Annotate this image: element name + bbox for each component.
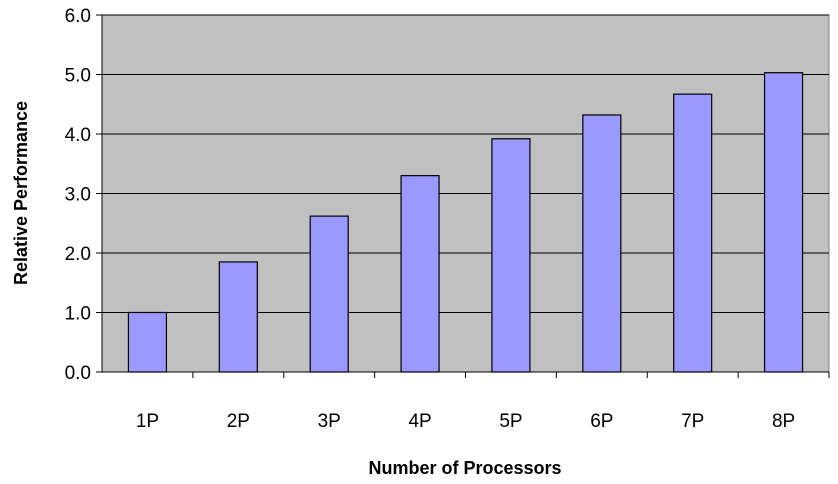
y-tick-label: 4.0 [65,125,91,146]
bar [309,215,349,373]
x-tick-label: 8P [772,411,795,432]
bar [763,72,804,373]
bars [127,72,804,373]
y-tick-label: 1.0 [65,304,91,325]
y-ticks: 0.0 1.0 2.0 3.0 4.0 5.0 6.0 [65,6,102,384]
x-tick-label: 3P [318,411,341,432]
y-tick-label: 6.0 [65,6,91,27]
x-tick-label: 2P [227,411,250,432]
y-tick-label: 0.0 [65,363,91,384]
y-tick-label: 5.0 [65,66,91,87]
x-tick-label: 1P [136,411,159,432]
y-tick-label: 2.0 [65,244,91,265]
bar [127,311,168,373]
y-tick-label: 3.0 [65,185,91,206]
x-axis-title: Number of Processors [368,458,561,478]
y-axis-title: Relative Performance [11,101,31,285]
bar [400,175,440,373]
bar [582,114,622,373]
bar [491,138,531,373]
x-ticks: 1P 2P 3P 4P 5P 6P 7P 8P [136,372,830,432]
x-tick-label: 5P [499,411,522,432]
x-tick-label: 6P [590,411,613,432]
bar [673,93,713,373]
bar [218,261,258,373]
x-tick-label: 4P [408,411,431,432]
x-tick-label: 7P [681,411,704,432]
